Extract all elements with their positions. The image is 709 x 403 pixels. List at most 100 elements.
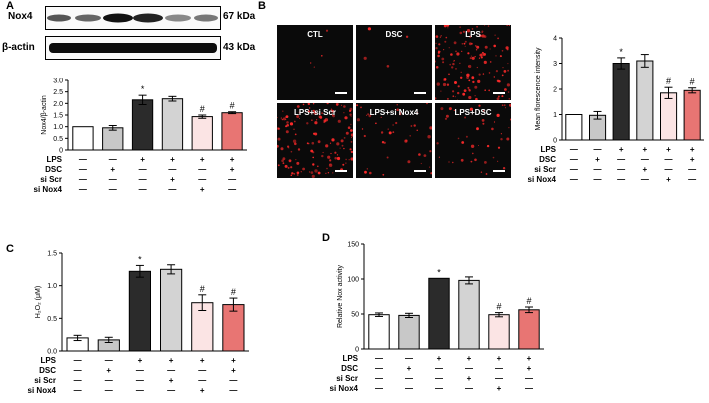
fluorescence-dot <box>342 163 345 166</box>
fluorescence-dot <box>416 112 419 114</box>
condition-symbol: — <box>136 386 144 395</box>
condition-symbol: + <box>690 145 695 154</box>
condition-label: si Scr <box>534 165 556 174</box>
fluorescence-dot <box>330 108 332 110</box>
fluorescence-dot <box>302 167 305 171</box>
fluorescence-dot <box>481 34 485 38</box>
fluorescence-dot <box>296 161 300 165</box>
condition-symbol: + <box>407 364 412 373</box>
condition-symbol: + <box>200 185 205 194</box>
fluorescence-dot <box>461 141 465 144</box>
fluorescence-dot <box>386 156 389 159</box>
fluorescence-dot <box>392 131 395 133</box>
fluorescence-dot <box>448 161 450 163</box>
condition-label: si Scr <box>34 376 56 385</box>
fluorescence-dot <box>291 172 294 175</box>
fluorescence-dot <box>350 150 353 154</box>
fluorescence-dot <box>501 74 504 77</box>
scale-bar <box>414 92 426 94</box>
condition-symbol: — <box>198 376 206 385</box>
fluorescence-dot <box>435 66 439 69</box>
micrograph-label: DSC <box>385 30 403 39</box>
fluorescence-dot <box>470 55 472 57</box>
condition-symbol: — <box>525 384 533 393</box>
fluorescence-dot <box>493 44 496 48</box>
fluorescence-dot <box>298 111 300 113</box>
micrograph-lps-siscr: LPS+si Scr <box>277 103 353 178</box>
fluorescence-dot <box>350 123 352 125</box>
fluorescence-dot <box>363 134 366 138</box>
fluorescence-dot <box>439 36 441 38</box>
fluorescence-dot <box>335 103 339 106</box>
significance-mark: # <box>230 101 235 111</box>
fluorescence-dot <box>446 83 450 86</box>
condition-symbol: + <box>170 175 175 184</box>
blot-label-actin: β-actin <box>2 42 35 53</box>
bar <box>102 127 124 151</box>
bar <box>72 126 94 151</box>
fluorescence-dot <box>471 76 475 80</box>
condition-label: LPS <box>540 145 556 154</box>
condition-symbol: — <box>74 376 82 385</box>
condition-symbol: — <box>79 185 87 194</box>
fluorescence-dot <box>474 56 476 58</box>
fluorescence-dot <box>313 132 316 135</box>
fluorescence-dot <box>467 86 470 89</box>
fluorescence-dot <box>429 126 432 130</box>
condition-symbol: + <box>595 155 600 164</box>
fluorescence-dot <box>383 141 386 144</box>
bar <box>160 268 183 352</box>
condition-symbol: + <box>231 366 236 375</box>
fluorescence-dot <box>336 156 341 161</box>
fluorescence-dot <box>290 174 293 177</box>
fluorescence-dot <box>507 91 510 93</box>
fluorescence-dot <box>280 147 284 151</box>
fluorescence-dot <box>448 47 450 49</box>
y-axis-label: Relative Nox activity <box>337 264 344 328</box>
y-tick-label: 0.5 <box>47 316 57 323</box>
bar <box>398 314 420 350</box>
condition-symbol: — <box>136 376 144 385</box>
blot-band-actin <box>45 36 221 60</box>
fluorescence-dot <box>350 141 353 143</box>
condition-symbol: — <box>139 185 147 194</box>
panel-label-a: A <box>6 0 14 12</box>
fluorescence-dot <box>367 113 369 116</box>
significance-mark: # <box>200 104 205 114</box>
fluorescence-dot <box>310 171 314 174</box>
fluorescence-dot <box>462 92 466 96</box>
fluorescence-dot <box>459 62 461 64</box>
condition-label: si Nox4 <box>34 185 63 194</box>
fluorescence-dot <box>364 170 367 174</box>
fluorescence-dot <box>312 163 315 166</box>
fluorescence-dot <box>302 103 305 106</box>
fluorescence-dot <box>343 112 345 114</box>
condition-symbol: — <box>228 185 236 194</box>
fluorescence-dot <box>282 110 284 112</box>
fluorescence-dot <box>297 148 301 151</box>
fluorescence-dot <box>493 76 495 78</box>
blot-band-nox4 <box>45 6 221 30</box>
bar <box>488 314 510 350</box>
condition-symbol: — <box>405 354 413 363</box>
fluorescence-dot <box>505 46 509 50</box>
fluorescence-dot <box>474 158 477 162</box>
fluorescence-dot <box>416 129 418 131</box>
fluorescence-dot <box>456 99 458 100</box>
y-tick-label: 100 <box>347 277 359 284</box>
fluorescence-dot <box>281 118 284 121</box>
fluorescence-dot <box>310 149 314 153</box>
fluorescence-dot <box>349 109 352 112</box>
condition-symbol: + <box>170 155 175 164</box>
condition-symbol: — <box>229 376 237 385</box>
fluorescence-dot <box>405 35 409 38</box>
y-tick-label: 1.0 <box>47 283 57 290</box>
fluorescence-dot <box>501 95 504 98</box>
fluorescence-dot <box>380 131 384 134</box>
fluorescence-dot <box>331 109 334 113</box>
fluorescence-dot <box>324 118 329 122</box>
fluorescence-dot <box>277 164 280 167</box>
fluorescence-dot <box>448 73 450 76</box>
